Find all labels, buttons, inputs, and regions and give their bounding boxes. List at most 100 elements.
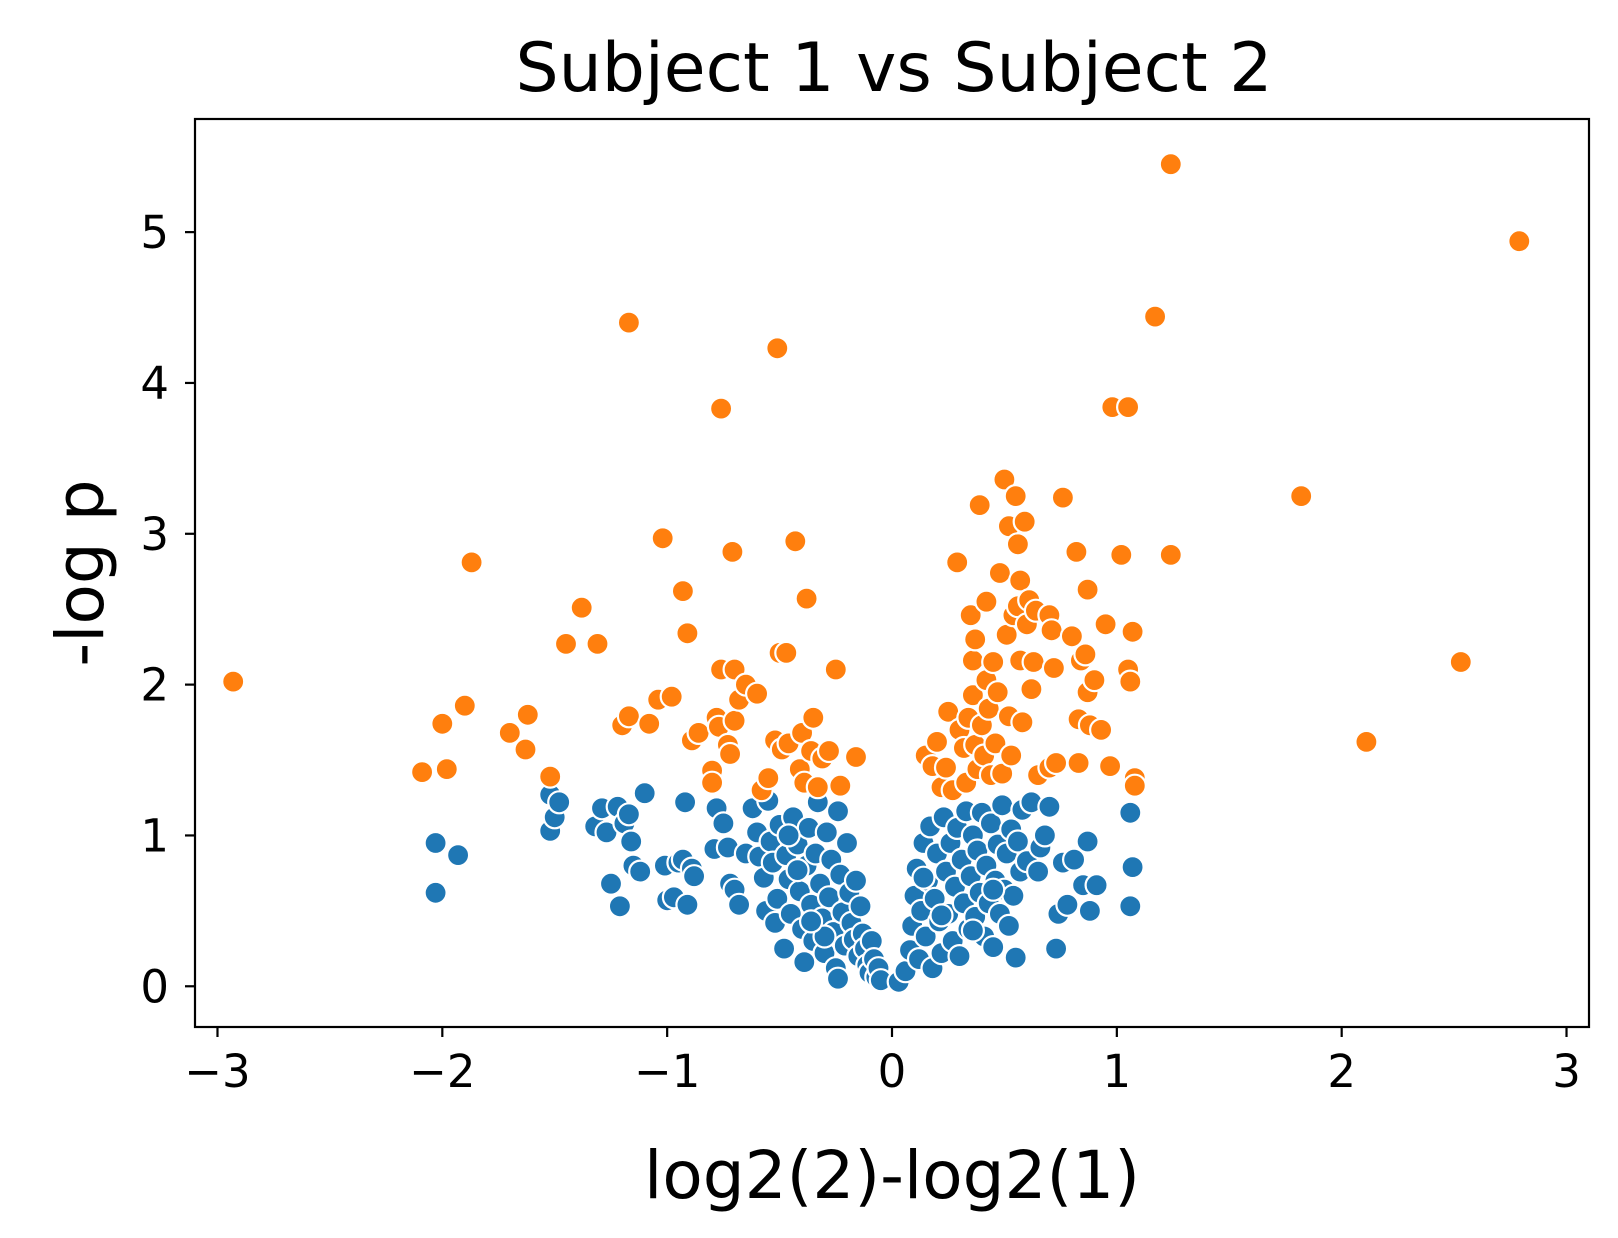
data-point: [1142, 304, 1168, 329]
data-point: [1055, 892, 1080, 917]
data-point: [452, 693, 477, 718]
data-point: [1097, 753, 1123, 779]
data-point: [547, 790, 572, 815]
data-point: [1005, 829, 1031, 854]
data-point: [515, 702, 540, 727]
data-point: [672, 790, 698, 815]
data-point: [1082, 667, 1107, 693]
data-point: [699, 770, 725, 795]
data-point: [843, 868, 869, 893]
data-point: [616, 802, 642, 827]
data-point: [801, 705, 826, 730]
data-point: [717, 741, 743, 767]
data-point: [1075, 577, 1100, 602]
data-point: [843, 744, 869, 770]
data-point: [423, 830, 448, 856]
data-point: [1118, 894, 1143, 919]
data-point: [776, 823, 801, 848]
y-tick-label: 4: [140, 357, 169, 410]
data-point: [1120, 854, 1145, 880]
data-point: [1158, 542, 1183, 568]
y-tick-label: 3: [140, 508, 169, 561]
data-point: [1025, 859, 1051, 884]
data-point: [945, 550, 970, 575]
data-point: [963, 627, 988, 652]
data-point: [1289, 484, 1314, 509]
data-point: [1041, 655, 1067, 681]
data-point: [1001, 883, 1026, 908]
data-point: [913, 924, 938, 949]
data-point: [783, 529, 808, 554]
data-point: [670, 578, 696, 604]
data-point: [659, 684, 684, 709]
plot-frame: [193, 117, 1591, 1029]
data-point: [434, 756, 459, 782]
data-point: [1084, 873, 1109, 898]
data-point: [430, 711, 455, 736]
data-point: [812, 924, 837, 949]
chart-title: Subject 1 vs Subject 2: [515, 29, 1272, 108]
points-layer: [221, 152, 1532, 994]
data-point: [990, 793, 1015, 818]
data-point: [960, 683, 986, 708]
x-tick-label: 1: [1103, 1045, 1132, 1098]
data-point: [765, 336, 790, 361]
data-point: [1021, 649, 1046, 675]
data-point: [446, 842, 471, 868]
data-point: [983, 731, 1008, 756]
data-point: [637, 711, 662, 736]
data-point: [834, 830, 860, 856]
data-point: [1005, 532, 1031, 557]
data-point: [828, 773, 853, 798]
data-point: [1088, 717, 1114, 743]
data-point: [1043, 750, 1069, 776]
data-point: [585, 631, 610, 657]
data-point: [816, 738, 842, 764]
data-point: [987, 560, 1013, 586]
y-tick-label: 1: [140, 809, 169, 862]
data-point: [650, 526, 675, 551]
data-point: [992, 467, 1017, 492]
data-point: [774, 640, 799, 666]
data-point: [681, 864, 707, 889]
x-tick-label: −3: [184, 1045, 250, 1098]
data-point: [974, 589, 999, 614]
data-point: [221, 669, 246, 694]
data-point: [569, 595, 594, 620]
series-0: [423, 781, 1145, 994]
ticks-layer: −3 −2 −1 0 1 2 3 0 1 2 3 4 5: [140, 206, 1580, 1098]
data-point: [1061, 847, 1087, 872]
data-point: [1075, 829, 1100, 854]
data-point: [410, 759, 435, 785]
data-point: [785, 857, 810, 883]
data-point: [553, 631, 579, 657]
data-point: [1050, 485, 1076, 510]
data-point: [933, 755, 959, 780]
data-point: [958, 603, 983, 628]
data-point: [722, 708, 747, 733]
data-point: [1073, 642, 1098, 667]
data-point: [960, 918, 986, 943]
x-tick-label: −2: [409, 1045, 475, 1098]
data-point: [1066, 750, 1091, 776]
data-point: [996, 913, 1022, 939]
x-tick-label: 0: [878, 1045, 907, 1098]
data-point: [632, 781, 657, 806]
y-axis-label: -log p: [42, 479, 119, 666]
data-point: [686, 720, 711, 746]
data-point: [823, 657, 848, 682]
data-point: [711, 811, 736, 836]
data-point: [1158, 152, 1183, 177]
data-point: [1064, 539, 1089, 565]
data-point: [981, 877, 1006, 902]
data-point: [628, 859, 653, 884]
data-point: [1003, 945, 1028, 970]
data-point: [1122, 773, 1147, 798]
data-point: [911, 865, 936, 890]
data-point: [513, 737, 538, 762]
data-point: [1120, 619, 1145, 644]
y-tick-label: 5: [140, 206, 169, 259]
data-point: [771, 936, 797, 961]
y-tick-label: 0: [140, 960, 169, 1013]
data-point: [765, 886, 790, 911]
